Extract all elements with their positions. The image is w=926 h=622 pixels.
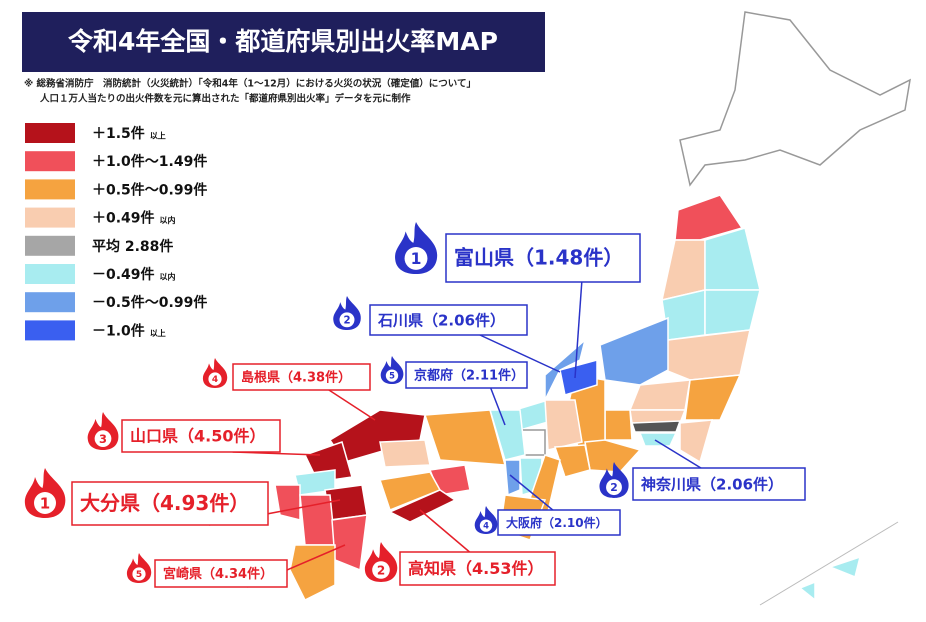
- legend-label: ＋0.5件～0.99件: [92, 181, 207, 198]
- legend-suffix: 以上: [150, 131, 166, 141]
- rank-number: 2: [610, 481, 618, 494]
- legend-label: ＋1.5件: [92, 125, 145, 142]
- rank-flame: 1: [24, 468, 66, 518]
- flame-inner: [404, 246, 428, 270]
- rank-flame: 3: [87, 412, 119, 450]
- rank-number: 4: [483, 521, 489, 531]
- rank-flame: 2: [599, 462, 629, 498]
- legend-swatch: [25, 292, 75, 313]
- rank-number: 1: [40, 495, 50, 513]
- legend-label: ＋0.49件: [92, 210, 155, 227]
- rank-number: 5: [136, 570, 142, 580]
- flame-inner: [132, 567, 146, 581]
- legend-swatch: [25, 179, 75, 200]
- leader-line: [479, 334, 561, 373]
- callout-label: 石川県（2.06件）: [377, 312, 505, 330]
- rank-number: 3: [99, 432, 107, 446]
- flame-inner: [339, 312, 355, 328]
- callout-box: [154, 559, 288, 588]
- leader-line: [328, 389, 376, 421]
- title: 令和4年全国・都道府県別出火率MAP: [68, 27, 498, 56]
- legend-swatch: [25, 207, 75, 228]
- legend-label: －0.5件～0.99件: [92, 294, 207, 311]
- callout-box: [445, 233, 641, 283]
- callout-label: 大分県（4.93件）: [80, 491, 249, 515]
- rank-number: 2: [343, 315, 350, 326]
- callout-box: [497, 509, 621, 536]
- legend-label: ＋1.0件～1.49件: [92, 153, 207, 170]
- callout-box: [71, 481, 269, 526]
- rank-flame: 4: [202, 358, 228, 388]
- legend-label: －0.49件: [92, 266, 155, 283]
- callout-box: [632, 467, 806, 501]
- rank-flame: 2: [364, 542, 398, 582]
- callout-label: 島根県（4.38件）: [241, 370, 351, 386]
- rank-flame: 4: [474, 506, 498, 534]
- callout-box: [405, 361, 528, 389]
- legend-swatch: [25, 151, 75, 172]
- callout-box: [399, 551, 556, 586]
- callout-label: 宮崎県（4.34件）: [163, 566, 273, 582]
- rank-flame: 5: [126, 553, 152, 583]
- legend-suffix: 以内: [160, 215, 176, 225]
- rank-number: 4: [212, 375, 218, 385]
- title-box: [22, 12, 545, 72]
- legend-label: －1.0件: [92, 322, 145, 339]
- rank-number: 1: [411, 250, 422, 268]
- rank-flame: 2: [333, 296, 361, 330]
- flame-inner: [606, 479, 622, 496]
- callout-label: 山口県（4.50件）: [130, 427, 265, 446]
- flame-inner: [94, 430, 112, 447]
- rank-number: 2: [377, 563, 385, 577]
- callout-label: 神奈川県（2.06件）: [641, 476, 783, 494]
- callout-box: [232, 363, 371, 391]
- legend-label: 平均 2.88件: [92, 238, 173, 255]
- rank-flame: 5: [380, 356, 404, 384]
- callout-label: 高知県（4.53件）: [408, 559, 543, 578]
- callout-label: 京都府（2.11件）: [414, 368, 524, 384]
- note: ※ 総務省消防庁 消防統計（火災統計）「令和4年（1～12月）における火災の状況…: [24, 78, 476, 90]
- rank-number: 5: [389, 371, 395, 381]
- leader-line: [574, 281, 583, 379]
- flame-inner: [208, 372, 222, 386]
- callout-box: [369, 304, 528, 336]
- legend-swatch: [25, 235, 75, 256]
- legend-swatch: [25, 264, 75, 284]
- callout-label: 大阪府（2.10件）: [506, 515, 608, 530]
- flame-inner: [34, 492, 56, 514]
- flame-inner: [479, 519, 493, 532]
- legend-suffix: 以上: [150, 328, 166, 338]
- flame-inner: [372, 561, 390, 579]
- legend-swatch: [25, 320, 75, 341]
- legend-swatch: [25, 123, 75, 143]
- leader-line: [490, 387, 506, 426]
- callout-box: [121, 419, 281, 453]
- legend-suffix: 以内: [160, 272, 176, 282]
- callout-label: 富山県（1.48件）: [454, 246, 623, 270]
- note: 人口１万人当たりの出火件数を元に算出された「都道府県別出火率」データを元に制作: [40, 93, 411, 105]
- rank-flame: 1: [395, 222, 438, 274]
- flame-inner: [385, 369, 399, 382]
